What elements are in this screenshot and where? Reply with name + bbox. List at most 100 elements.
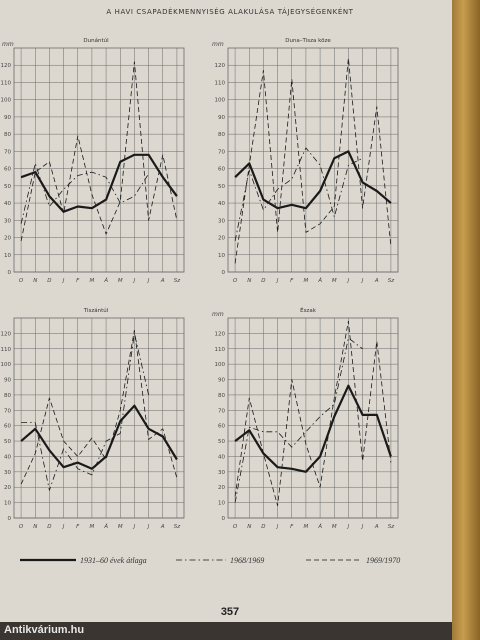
x-tick-label: A (374, 278, 379, 284)
y-axis-unit: mm (212, 41, 224, 48)
x-tick-label: M (118, 278, 123, 284)
y-tick-label: 0 (222, 516, 226, 522)
y-tick-label: 120 (1, 331, 12, 337)
y-tick-label: 80 (218, 132, 225, 138)
y-tick-label: 60 (218, 167, 225, 173)
chart-title: Duna–Tisza köze (285, 38, 331, 44)
x-tick-label: J (276, 278, 279, 284)
y-tick-label: 0 (8, 270, 12, 276)
y-tick-label: 60 (4, 167, 11, 173)
y-tick-label: 80 (4, 393, 11, 399)
x-tick-label: Sz (388, 524, 394, 530)
series-line-dashdot (234, 147, 363, 242)
y-tick-label: 70 (218, 149, 225, 155)
x-tick-label: M (332, 278, 337, 284)
series-line-solid (20, 153, 178, 213)
y-tick-label: 110 (215, 80, 226, 86)
y-tick-label: 100 (1, 98, 12, 104)
x-tick-label: J (347, 524, 350, 530)
x-tick-label: N (33, 524, 37, 530)
x-tick-label: M (304, 524, 309, 530)
x-tick-label: J (133, 524, 136, 530)
x-tick-label: M (304, 278, 309, 284)
y-tick-label: 70 (218, 408, 225, 414)
y-tick-label: 50 (218, 184, 225, 190)
x-tick-label: J (361, 524, 364, 530)
x-tick-label: D (261, 524, 265, 530)
series-line-solid (234, 150, 392, 210)
y-tick-label: 20 (4, 236, 11, 242)
x-tick-label: D (47, 524, 51, 530)
x-tick-label: F (76, 524, 80, 530)
x-tick-label: J (62, 278, 65, 284)
x-tick-label: F (290, 524, 294, 530)
x-tick-label: J (147, 524, 150, 530)
series-line-dashed (234, 320, 392, 507)
y-tick-label: 10 (218, 501, 225, 507)
x-tick-label: O (19, 278, 24, 284)
plot-frame (227, 47, 399, 273)
x-tick-label: D (47, 278, 51, 284)
series-line-dashed (20, 61, 178, 242)
chart-title: Tiszántúl (83, 307, 109, 314)
y-tick-label: 50 (4, 184, 11, 190)
x-tick-label: F (76, 278, 80, 284)
plot-frame (13, 317, 185, 519)
x-tick-label: O (233, 278, 238, 284)
x-tick-label: A (374, 524, 379, 530)
y-tick-label: 60 (218, 424, 225, 430)
legend (20, 558, 362, 562)
y-tick-label: 0 (8, 516, 12, 522)
x-tick-label: F (290, 278, 294, 284)
x-tick-label: N (247, 524, 251, 530)
series-line-dashdot (21, 332, 149, 491)
chart-panel: 0 10 20 30 40 50 60 70 80 90 100 110 120 O N D J F M Á M J J A S… (1, 37, 185, 284)
page-number: 357 (220, 606, 240, 618)
y-axis-unit: mm (2, 41, 14, 48)
y-tick-label: 120 (215, 331, 226, 337)
y-tick-label: 60 (4, 424, 11, 430)
y-tick-label: 10 (4, 253, 11, 259)
x-tick-label: A (160, 524, 165, 530)
y-tick-label: 0 (222, 270, 226, 276)
x-tick-label: J (147, 278, 150, 284)
x-tick-label: J (276, 524, 279, 530)
x-tick-label: Á (103, 523, 108, 530)
y-tick-label: 50 (218, 439, 225, 445)
y-tick-label: 30 (4, 470, 11, 476)
series-line-solid (20, 404, 178, 470)
series-line-dashdot (234, 337, 363, 503)
chart-title: Dunántúl (83, 37, 109, 44)
bottom-strip (0, 622, 452, 640)
y-tick-label: 80 (218, 393, 225, 399)
y-tick-label: 110 (1, 347, 12, 353)
x-tick-label: J (133, 278, 136, 284)
y-tick-label: 120 (215, 63, 226, 69)
y-tick-label: 80 (4, 132, 11, 138)
y-tick-label: 40 (4, 201, 11, 207)
x-tick-label: M (90, 524, 95, 530)
y-tick-label: 90 (218, 378, 225, 384)
plot-frame (227, 317, 399, 519)
plot-frame (13, 47, 185, 273)
x-tick-label: J (62, 524, 65, 530)
y-tick-label: 100 (215, 98, 226, 104)
x-tick-label: A (160, 278, 165, 284)
chart-panel: 0 10 20 30 40 50 60 70 80 90 100 110 120 O N D J F M Á M J J A S… (1, 307, 185, 530)
series-line-dashdot (20, 162, 149, 224)
chart-panel: 0 10 20 30 40 50 60 70 80 90 100 110 120 O N D J F M Á M J J A S… (212, 38, 399, 284)
x-tick-label: M (118, 524, 123, 530)
y-tick-label: 30 (4, 218, 11, 224)
x-tick-label: J (347, 278, 350, 284)
y-tick-label: 110 (215, 347, 226, 353)
y-tick-label: 30 (218, 218, 225, 224)
y-tick-label: 30 (218, 470, 225, 476)
x-tick-label: Sz (388, 278, 394, 284)
series-line-dashed (234, 57, 392, 264)
y-tick-label: 70 (4, 149, 11, 155)
y-tick-label: 10 (4, 501, 11, 507)
watermark-logo: Antikvárium.hu (4, 624, 85, 636)
y-tick-label: 40 (4, 454, 11, 460)
x-tick-label: N (33, 278, 37, 284)
